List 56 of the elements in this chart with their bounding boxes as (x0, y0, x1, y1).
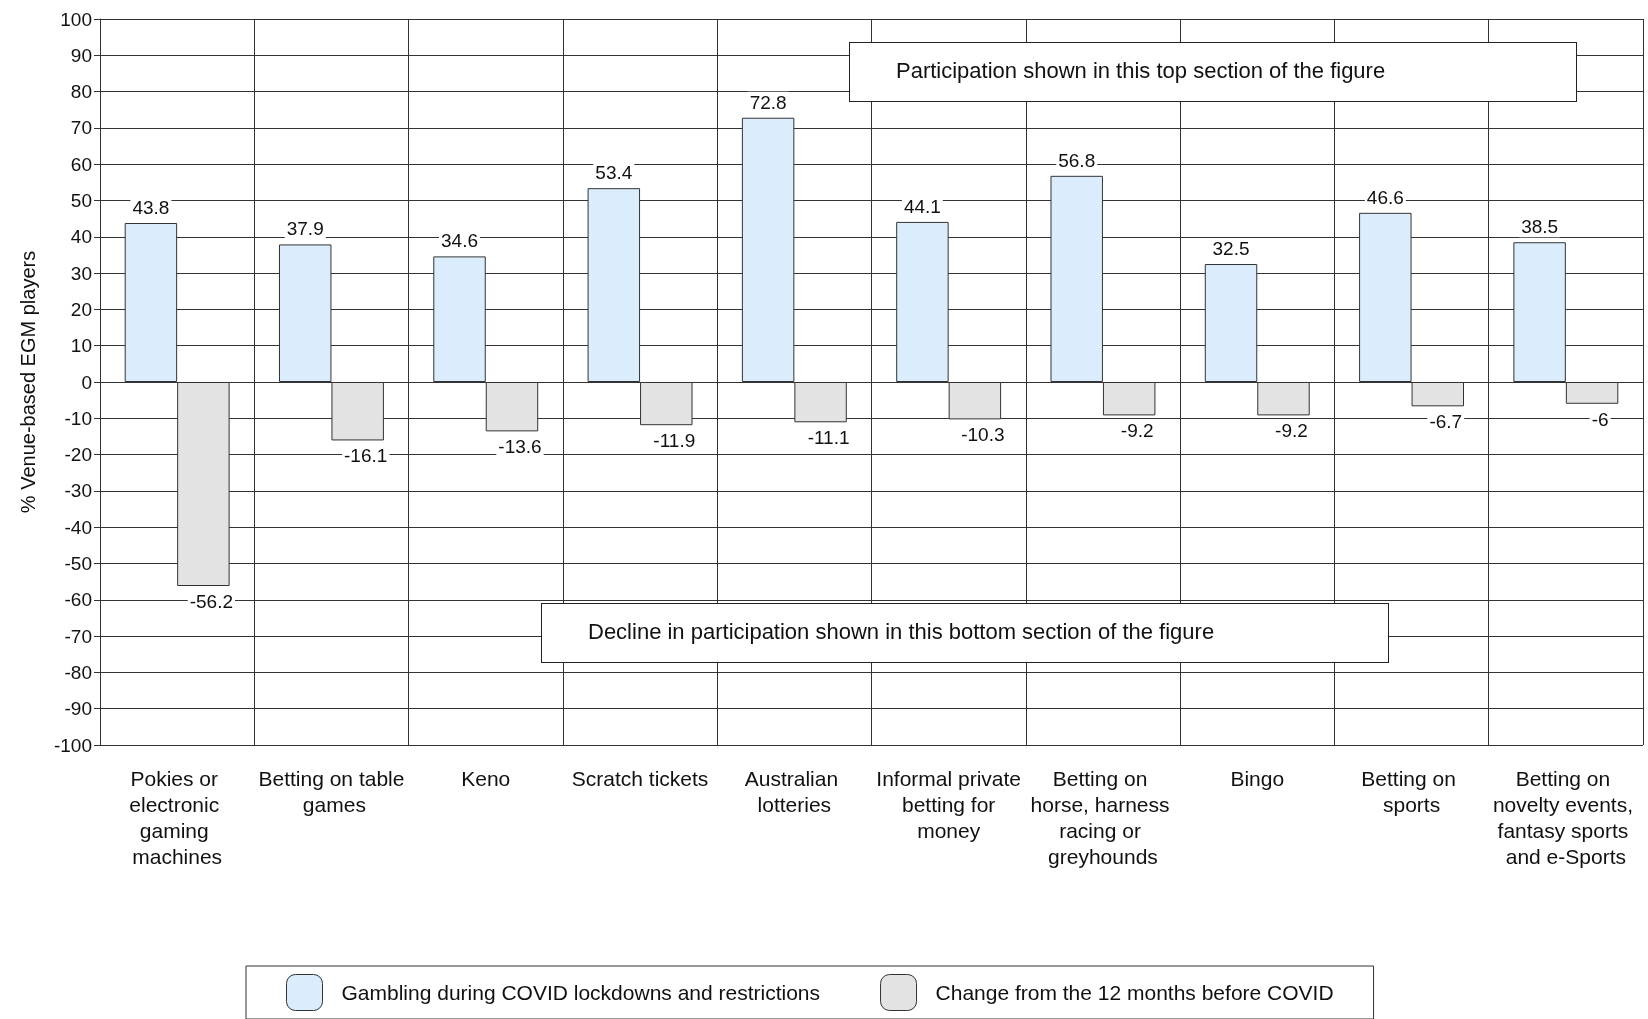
annotation: Decline in participation shown in this bottom section of the figure (588, 619, 1215, 645)
data-label: -10.3 (961, 424, 1005, 446)
data-label: -11.1 (807, 427, 850, 449)
data-label: -13.6 (498, 436, 542, 458)
data-label: 43.8 (132, 197, 170, 219)
y-tick-label: -90 (64, 698, 92, 720)
data-label: -6 (1591, 408, 1609, 430)
y-tick-label: 60 (70, 153, 92, 175)
data-label: 38.5 (1521, 216, 1559, 238)
data-label: 37.9 (286, 218, 324, 240)
data-label: 53.4 (595, 162, 633, 184)
y-tick-label: 20 (70, 298, 92, 320)
y-tick-label: 10 (70, 335, 92, 357)
x-tick-label: Betting on sports (1361, 766, 1462, 816)
data-label: 46.6 (1366, 186, 1404, 208)
data-label: -6.7 (1429, 411, 1463, 433)
y-tick-label: 40 (70, 226, 92, 248)
data-label: 44.1 (903, 195, 941, 217)
data-label: 72.8 (749, 91, 787, 113)
data-label: 56.8 (1058, 149, 1096, 171)
data-label: 32.5 (1212, 238, 1250, 260)
y-tick-label: -80 (64, 661, 92, 683)
y-tick-label: -100 (53, 734, 92, 756)
x-tick-label: Betting on novelty events, fantasy sports and e-Sports (1492, 766, 1639, 868)
data-label: -56.2 (189, 591, 234, 613)
y-tick-label: -40 (64, 516, 92, 538)
y-tick-label: -70 (64, 625, 92, 647)
data-label: -16.1 (344, 445, 388, 467)
legend-label: Change from the 12 months before COVID (935, 981, 1334, 1004)
x-tick-label: Australian lotteries (744, 766, 844, 816)
y-tick-label: 70 (70, 117, 92, 139)
x-tick-label: Betting on horse, harness racing or greyhounds (1030, 766, 1176, 868)
y-tick-label: 90 (70, 44, 92, 66)
x-tick-label: Scratch tickets (571, 766, 709, 790)
legend-label: Gambling during COVID lockdowns and restrictions (341, 981, 821, 1004)
y-tick-label: -20 (64, 444, 92, 466)
y-tick-label: 30 (70, 262, 92, 284)
y-tick-label: 100 (60, 8, 92, 30)
x-tick-label: Bingo (1230, 766, 1285, 790)
data-label: -9.2 (1275, 420, 1308, 442)
x-tick-label: Pokies or electronic gaming machines (129, 766, 226, 868)
annotation: Participation shown in this top section of the figure (896, 58, 1386, 84)
x-tick-label: Keno (461, 766, 511, 790)
data-label: -9.2 (1120, 420, 1154, 442)
data-label: -11.9 (653, 430, 696, 452)
y-tick-label: -60 (64, 589, 92, 611)
x-tick-label: Betting on table games (258, 766, 405, 816)
y-tick-label: -50 (64, 553, 92, 574)
data-label: 34.6 (441, 230, 479, 252)
y-tick-label: -30 (64, 480, 92, 502)
x-tick-label: Informal private betting for money (876, 766, 1022, 842)
y-axis-title: % Venue-based EGM players (17, 250, 39, 514)
y-tick-label: 50 (70, 190, 92, 211)
y-tick-label: 80 (70, 81, 92, 103)
y-tick-label: 0 (81, 371, 92, 393)
y-tick-label: -10 (64, 407, 92, 429)
